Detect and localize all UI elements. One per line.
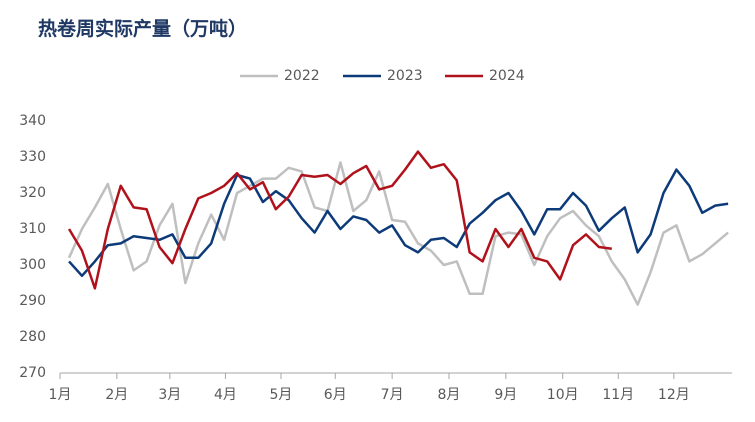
x-tick-label: 6月 [324,387,347,403]
x-tick-label: 1月 [49,387,72,403]
x-tick-label: 10月 [547,387,579,403]
y-tick-label: 310 [19,221,46,237]
y-tick-label: 320 [19,185,46,201]
chart-title: 热卷周实际产量（万吨） [38,17,247,40]
x-tick-label: 9月 [494,387,517,403]
x-tick-label: 5月 [270,387,293,403]
y-tick-label: 270 [19,365,46,381]
x-tick-label: 11月 [602,387,634,403]
series-line [67,150,612,290]
x-tick-label: 8月 [438,387,461,403]
x-tick-label: 4月 [214,387,237,403]
x-tick-label: 2月 [105,387,128,403]
legend-label: 2022 [284,68,320,84]
y-tick-label: 330 [19,149,46,165]
x-tick-label: 7月 [381,387,404,403]
legend-label: 2024 [489,68,525,84]
y-tick-label: 290 [19,293,46,309]
series-line [68,168,729,278]
y-tick-label: 340 [19,113,46,129]
x-tick-label: 3月 [158,387,181,403]
y-tick-label: 300 [19,257,46,273]
y-tick-label: 280 [19,329,46,345]
x-tick-label: 12月 [658,387,690,403]
legend-label: 2023 [387,68,423,84]
